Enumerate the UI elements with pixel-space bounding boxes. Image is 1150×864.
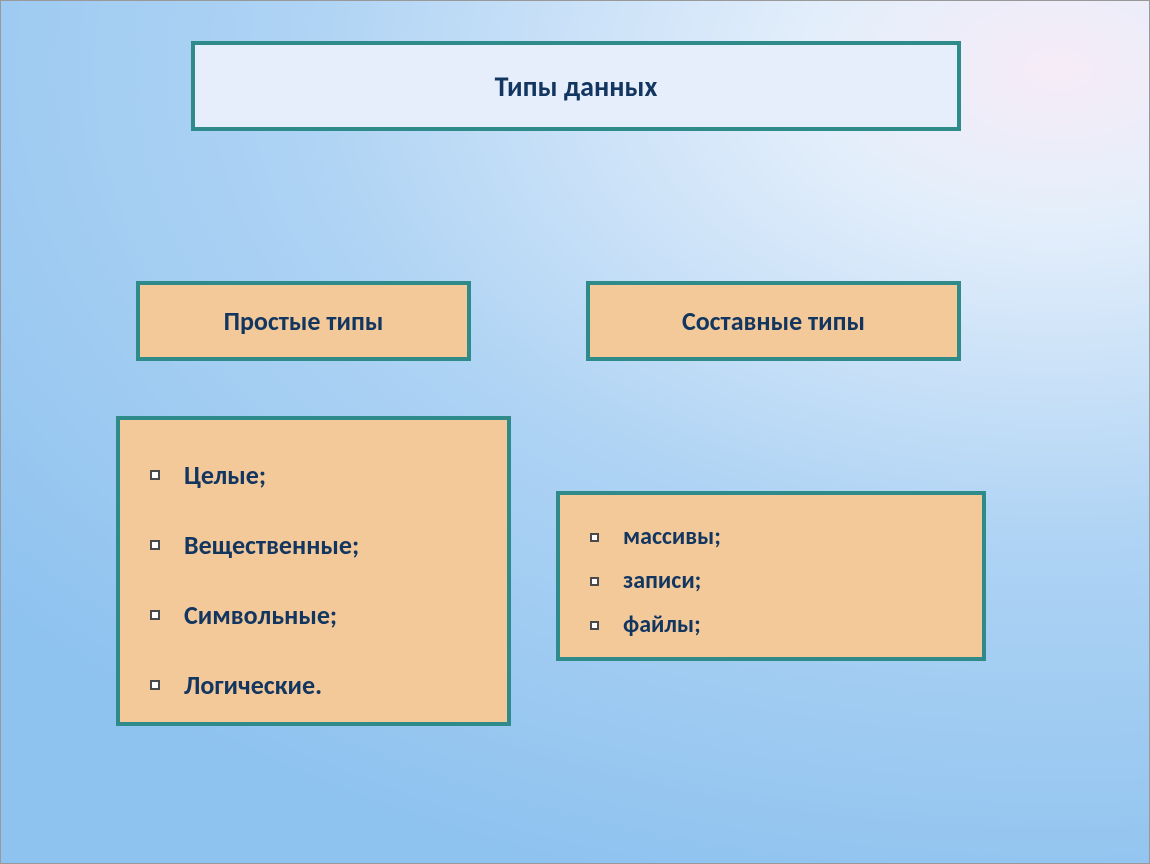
square-bullet-icon bbox=[590, 621, 599, 630]
square-bullet-icon bbox=[150, 540, 160, 550]
square-bullet-icon bbox=[150, 470, 160, 480]
list-item-label: Символьные; bbox=[184, 580, 337, 650]
list-item-label: Целые; bbox=[184, 440, 266, 510]
list-item-label: записи; bbox=[623, 559, 701, 603]
slide-canvas: Типы данных Простые типы Составные типы … bbox=[0, 0, 1150, 864]
square-bullet-icon bbox=[150, 680, 160, 690]
list-item: Логические. bbox=[150, 650, 477, 720]
list-item: Символьные; bbox=[150, 580, 477, 650]
list-item: записи; bbox=[590, 559, 952, 603]
title-text: Типы данных bbox=[495, 69, 658, 104]
list-item: Целые; bbox=[150, 440, 477, 510]
right-list-box: массивы;записи;файлы; bbox=[556, 491, 986, 661]
left-category-header: Простые типы bbox=[136, 281, 471, 361]
square-bullet-icon bbox=[150, 610, 160, 620]
square-bullet-icon bbox=[590, 577, 599, 586]
left-list-box: Целые;Вещественные;Символьные;Логические… bbox=[116, 416, 511, 726]
list-item-label: Вещественные; bbox=[184, 510, 359, 580]
right-category-header: Составные типы bbox=[586, 281, 961, 361]
left-category-label: Простые типы bbox=[224, 305, 384, 337]
right-category-label: Составные типы bbox=[682, 305, 865, 337]
right-list: массивы;записи;файлы; bbox=[590, 515, 952, 647]
title-box: Типы данных bbox=[191, 41, 961, 131]
list-item-label: файлы; bbox=[623, 603, 701, 647]
list-item: Вещественные; bbox=[150, 510, 477, 580]
list-item: файлы; bbox=[590, 603, 952, 647]
square-bullet-icon bbox=[590, 533, 599, 542]
list-item-label: массивы; bbox=[623, 515, 721, 559]
list-item-label: Логические. bbox=[184, 650, 322, 720]
list-item: массивы; bbox=[590, 515, 952, 559]
left-list: Целые;Вещественные;Символьные;Логические… bbox=[150, 440, 477, 720]
